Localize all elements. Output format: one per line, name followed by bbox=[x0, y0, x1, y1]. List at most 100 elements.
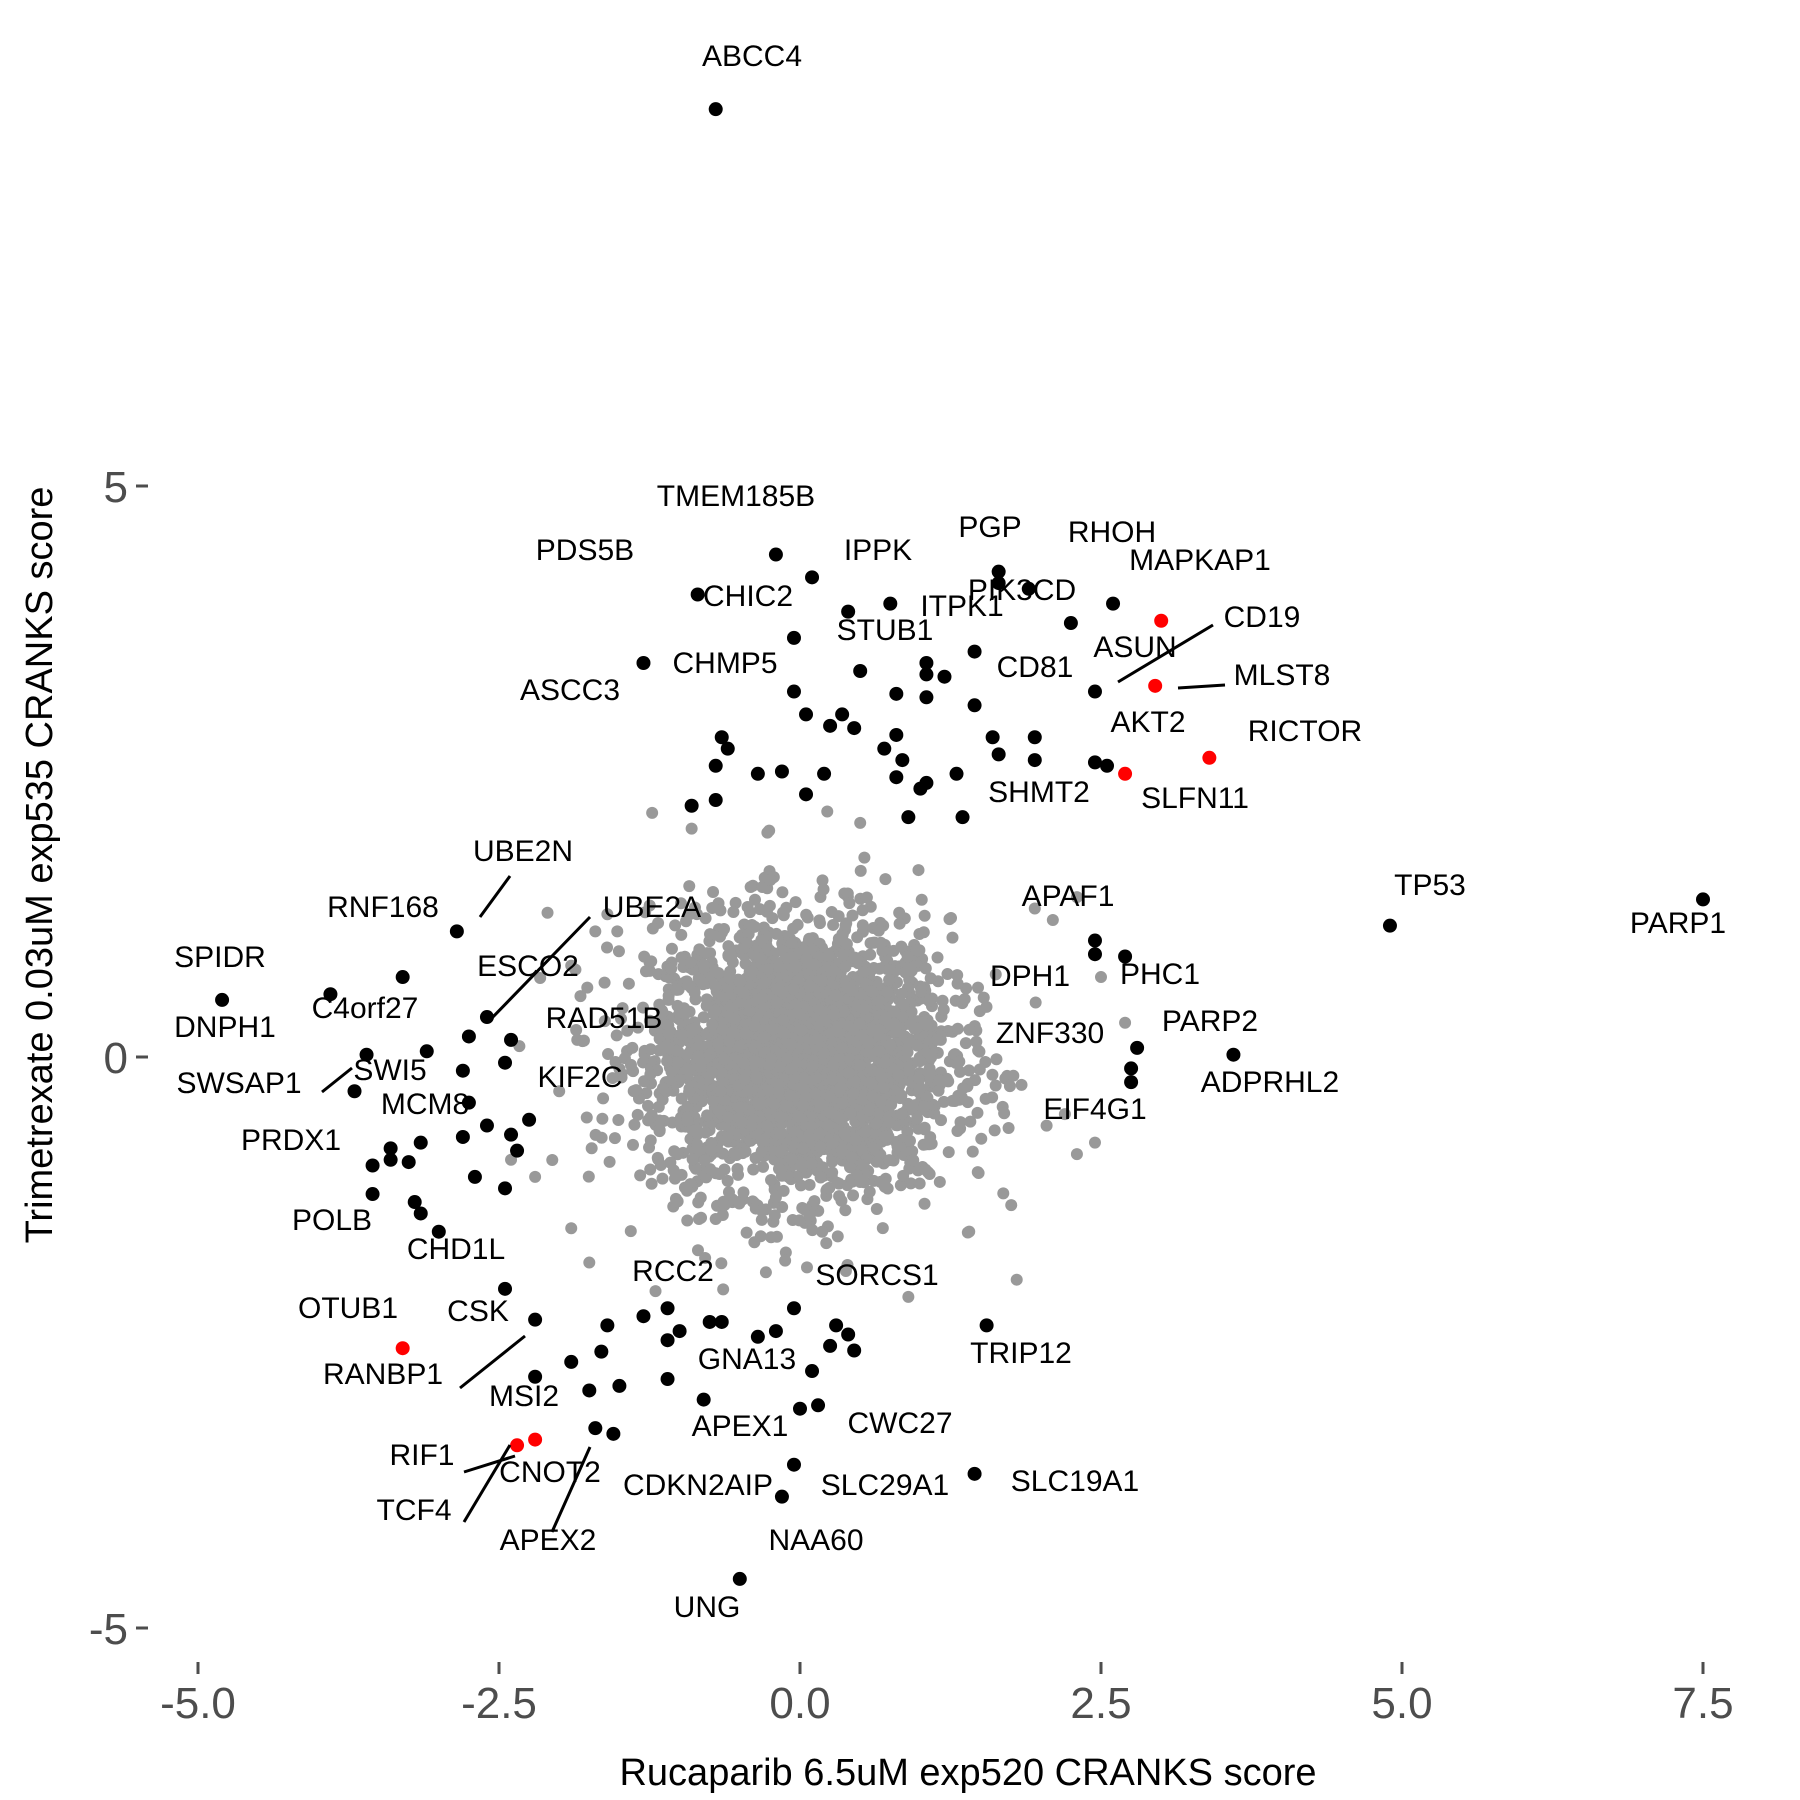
background-point bbox=[681, 1062, 694, 1075]
hit-point bbox=[979, 1318, 994, 1333]
background-point bbox=[784, 1089, 797, 1102]
background-point bbox=[839, 960, 852, 973]
background-point bbox=[864, 948, 877, 961]
background-point bbox=[821, 805, 834, 818]
hit-point bbox=[1382, 918, 1397, 933]
mtor-point bbox=[395, 1341, 410, 1356]
background-point bbox=[740, 1226, 753, 1239]
background-point bbox=[803, 1178, 816, 1191]
background-point bbox=[582, 1170, 595, 1183]
background-point bbox=[656, 1006, 669, 1019]
background-point bbox=[565, 959, 578, 972]
background-point bbox=[943, 913, 956, 926]
background-point bbox=[936, 994, 949, 1007]
background-point bbox=[772, 1078, 785, 1091]
background-point bbox=[665, 962, 678, 975]
gene-label: CHD1L bbox=[407, 1233, 505, 1266]
hit-point bbox=[949, 766, 964, 781]
gene-label: EIF4G1 bbox=[1043, 1093, 1146, 1126]
background-point bbox=[910, 944, 923, 957]
background-point bbox=[813, 914, 826, 927]
hit-point bbox=[895, 753, 910, 768]
background-point bbox=[692, 1196, 705, 1209]
gene-label: KIF2C bbox=[537, 1061, 622, 1094]
background-point bbox=[893, 917, 906, 930]
background-point bbox=[715, 1257, 728, 1270]
background-point bbox=[570, 1023, 583, 1036]
background-point bbox=[785, 936, 798, 949]
background-point bbox=[610, 1029, 623, 1042]
background-point bbox=[796, 1142, 809, 1155]
hit-point bbox=[564, 1354, 579, 1369]
background-point bbox=[753, 903, 766, 916]
background-point bbox=[621, 1024, 634, 1037]
background-point bbox=[707, 1095, 720, 1108]
background-point bbox=[691, 1138, 704, 1151]
background-point bbox=[856, 1029, 869, 1042]
background-point bbox=[826, 1073, 839, 1086]
hit-point bbox=[1063, 616, 1078, 631]
hit-point bbox=[1124, 1075, 1139, 1090]
gene-label: C4orf27 bbox=[312, 992, 419, 1025]
background-point bbox=[989, 968, 1002, 981]
hit-point bbox=[708, 102, 723, 117]
background-point bbox=[925, 1137, 938, 1150]
background-point bbox=[980, 1000, 993, 1013]
background-point bbox=[763, 824, 776, 837]
background-point bbox=[863, 1185, 876, 1198]
gene-label: ZNF330 bbox=[996, 1017, 1104, 1050]
background-point bbox=[864, 937, 877, 950]
gene-label: OTUB1 bbox=[298, 1292, 398, 1325]
background-point bbox=[694, 1060, 707, 1073]
background-point bbox=[827, 964, 840, 977]
background-point bbox=[816, 1225, 829, 1238]
mtor-point bbox=[1202, 750, 1217, 765]
gene-label: RHOH bbox=[1068, 516, 1156, 549]
background-point bbox=[601, 941, 614, 954]
background-point bbox=[774, 1127, 787, 1140]
background-point bbox=[897, 1169, 910, 1182]
background-point bbox=[903, 1064, 916, 1077]
background-point bbox=[937, 1003, 950, 1016]
hit-point bbox=[786, 630, 801, 645]
background-point bbox=[734, 995, 747, 1008]
gene-label: ASCC3 bbox=[520, 674, 620, 707]
hit-point bbox=[768, 547, 783, 562]
hit-point bbox=[323, 987, 338, 1002]
hit-point bbox=[461, 1095, 476, 1110]
background-point bbox=[1040, 1119, 1053, 1132]
background-point bbox=[714, 1084, 727, 1097]
background-point bbox=[1005, 1199, 1018, 1212]
background-point bbox=[972, 1167, 985, 1180]
background-point bbox=[707, 886, 720, 899]
hit-point bbox=[823, 718, 838, 733]
background-point bbox=[847, 1189, 860, 1202]
hit-point bbox=[811, 1398, 826, 1413]
background-point bbox=[774, 1111, 787, 1124]
background-point bbox=[872, 1107, 885, 1120]
background-point bbox=[676, 1028, 689, 1041]
gene-label: AKT2 bbox=[1110, 706, 1185, 739]
background-point bbox=[756, 991, 769, 1004]
background-point bbox=[905, 964, 918, 977]
hit-point bbox=[841, 1327, 856, 1342]
gene-label: PGP bbox=[958, 511, 1021, 544]
background-point bbox=[800, 1261, 813, 1274]
background-point bbox=[951, 977, 964, 990]
background-point bbox=[744, 906, 757, 919]
background-point bbox=[748, 920, 761, 933]
background-point bbox=[778, 1027, 791, 1040]
background-point bbox=[693, 943, 706, 956]
hit-point bbox=[889, 686, 904, 701]
background-point bbox=[616, 1002, 629, 1015]
background-points bbox=[505, 805, 1132, 1303]
background-point bbox=[596, 1112, 609, 1125]
background-point bbox=[858, 851, 871, 864]
background-point bbox=[613, 1062, 626, 1075]
background-point bbox=[876, 1222, 889, 1235]
x-tick-label: 7.5 bbox=[1672, 1679, 1733, 1728]
background-point bbox=[624, 1225, 637, 1238]
background-point bbox=[918, 1100, 931, 1113]
background-point bbox=[977, 991, 990, 1004]
background-point bbox=[998, 1107, 1011, 1120]
